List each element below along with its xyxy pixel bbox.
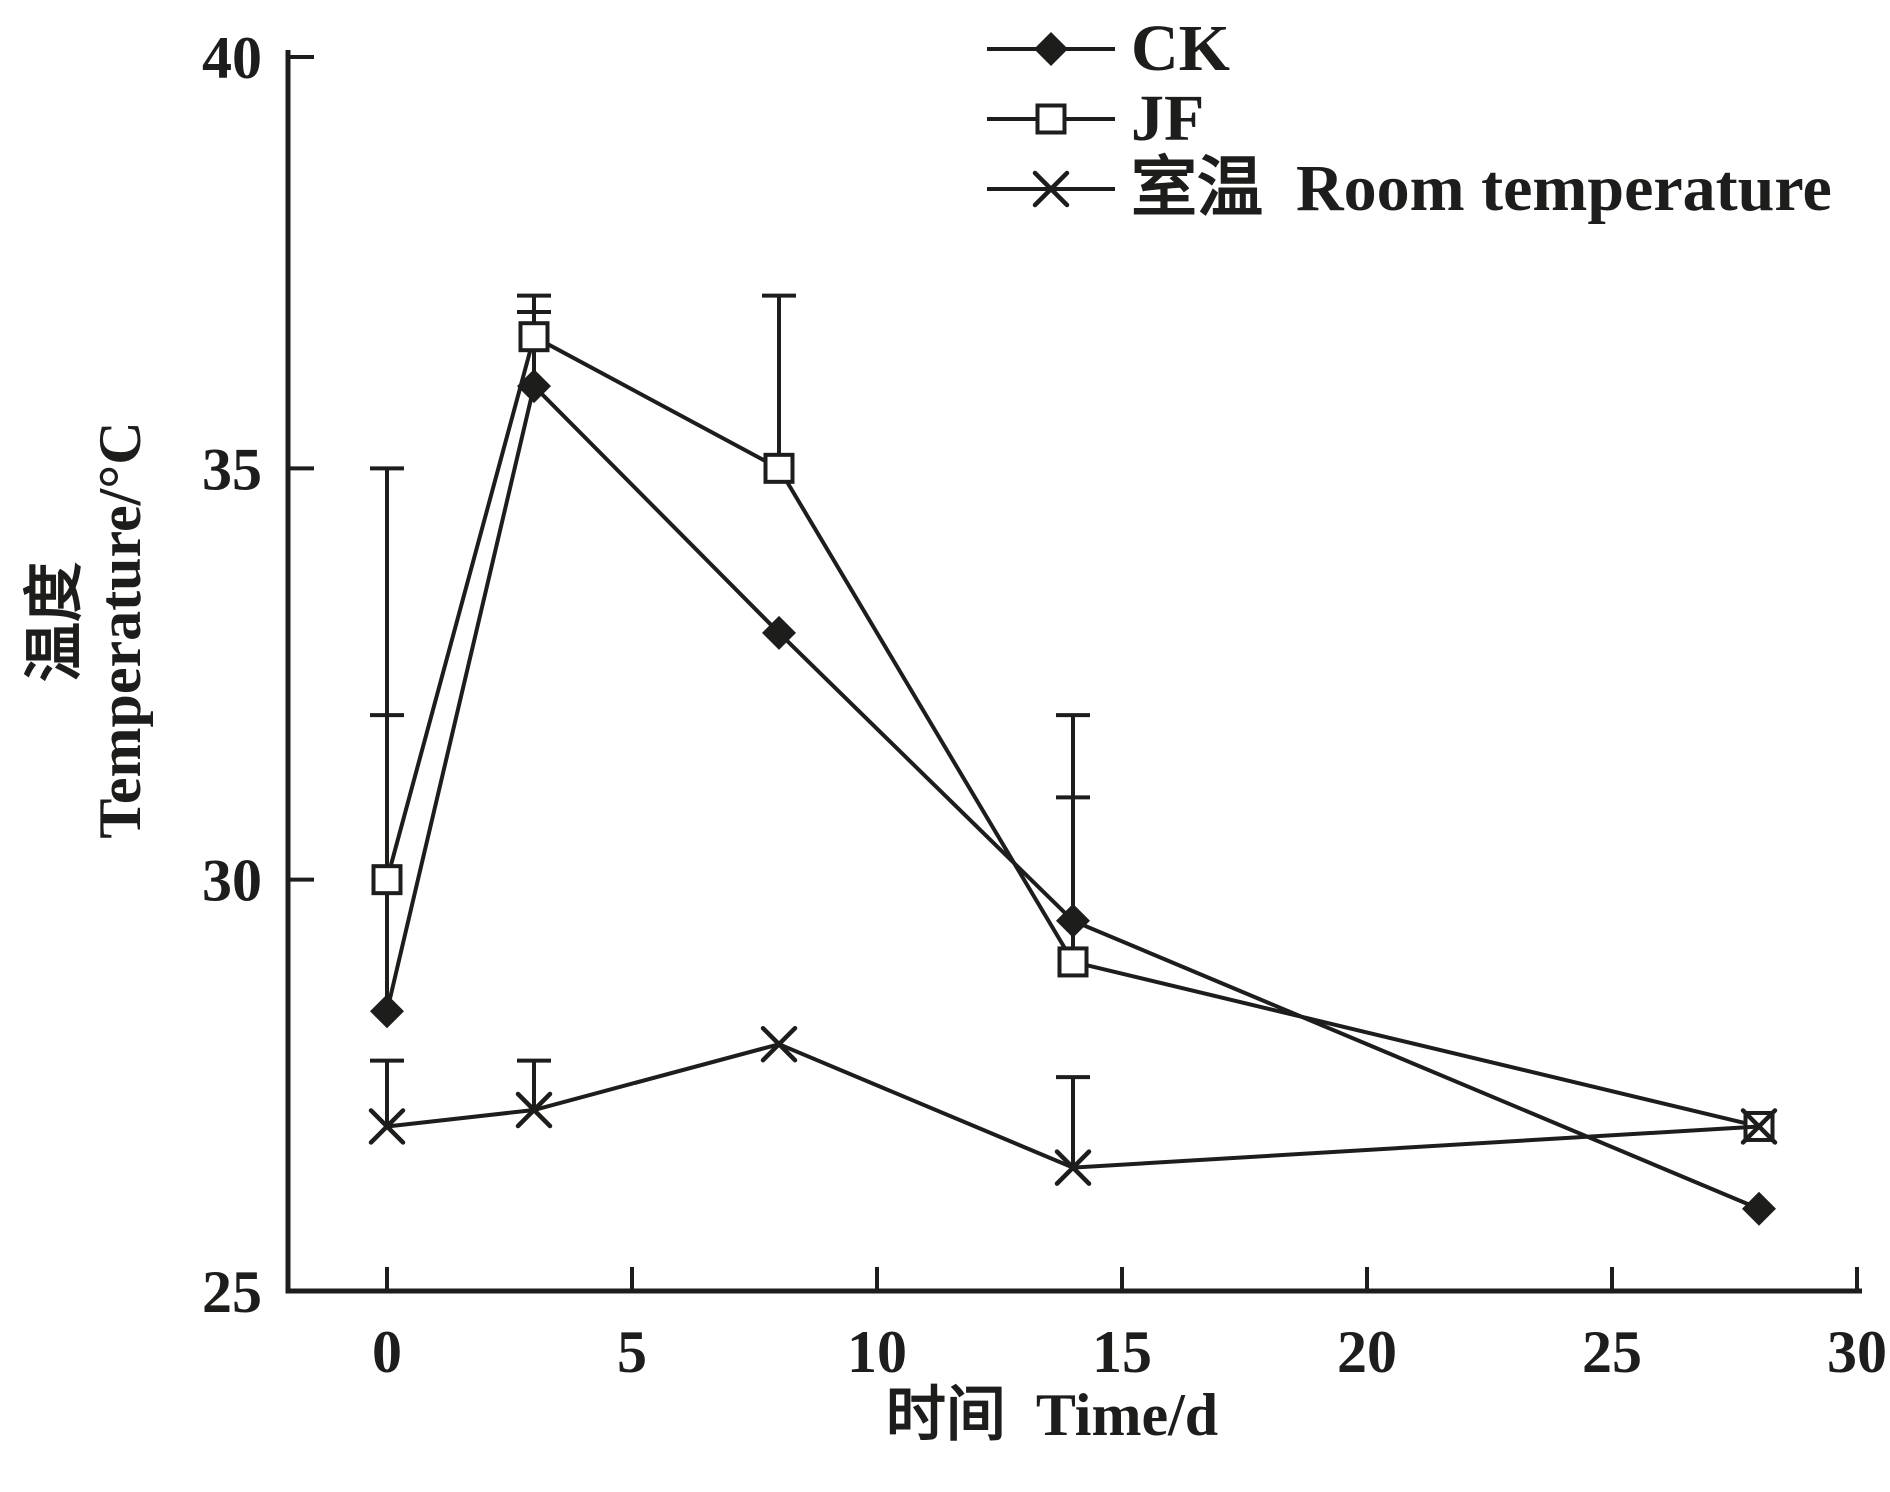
marker-room	[1054, 1149, 1092, 1186]
chart-legend: CK JF 室温 Room temperature	[985, 14, 1832, 224]
x-tick-label: 30	[1827, 1319, 1887, 1385]
marker-room	[368, 1108, 406, 1145]
y-axis-title-en: Temperature/°C	[87, 421, 153, 839]
x-tick-label: 15	[1092, 1319, 1152, 1385]
x-axis-title: 时间 Time/d	[885, 1382, 1219, 1448]
legend-label-ck: CK	[1131, 12, 1230, 85]
axes	[285, 50, 1862, 1294]
marker-jf	[518, 321, 550, 353]
marker-room	[1740, 1108, 1778, 1145]
legend-item-ck: CK	[985, 14, 1832, 84]
legend-item-room: 室温 Room temperature	[985, 154, 1832, 224]
marker-ck	[762, 615, 796, 650]
marker-jf	[371, 864, 403, 896]
x-tick-label: 20	[1337, 1319, 1397, 1385]
y-axis-title-zh: 温度	[22, 562, 88, 682]
y-tick-label: 40	[202, 25, 262, 91]
x-tick-label: 0	[372, 1319, 402, 1385]
legend-label-jf: JF	[1131, 82, 1205, 155]
marker-ck	[370, 994, 404, 1029]
marker-room	[760, 1025, 798, 1063]
tick-labels: 0 5 10 15 20 25 30 25 30 35 40	[202, 25, 1887, 1385]
x-tick-label: 10	[847, 1319, 907, 1385]
marker-ck-legend	[1034, 32, 1068, 66]
marker-jf-legend	[1035, 103, 1067, 135]
legend-sample-ck	[987, 32, 1115, 66]
series-room	[368, 1025, 1778, 1186]
marker-ck	[1742, 1191, 1776, 1226]
marker-jf	[763, 452, 795, 484]
series-jf	[370, 293, 1775, 1142]
marker-room-legend	[1032, 170, 1070, 208]
marker-ck	[517, 369, 551, 404]
marker-room	[515, 1091, 553, 1129]
legend-sample-jf	[987, 103, 1115, 135]
y-tick-label: 35	[202, 436, 262, 502]
x-tick-label: 5	[617, 1319, 647, 1385]
legend-item-jf: JF	[985, 84, 1832, 154]
x-tick-label: 25	[1582, 1319, 1642, 1385]
legend-label-room: 室温 Room temperature	[1131, 152, 1832, 225]
y-tick-label: 25	[202, 1259, 262, 1325]
y-tick-label: 30	[202, 848, 262, 914]
legend-sample-room	[987, 170, 1115, 208]
marker-jf	[1057, 946, 1089, 978]
series-plot-area	[368, 293, 1778, 1226]
